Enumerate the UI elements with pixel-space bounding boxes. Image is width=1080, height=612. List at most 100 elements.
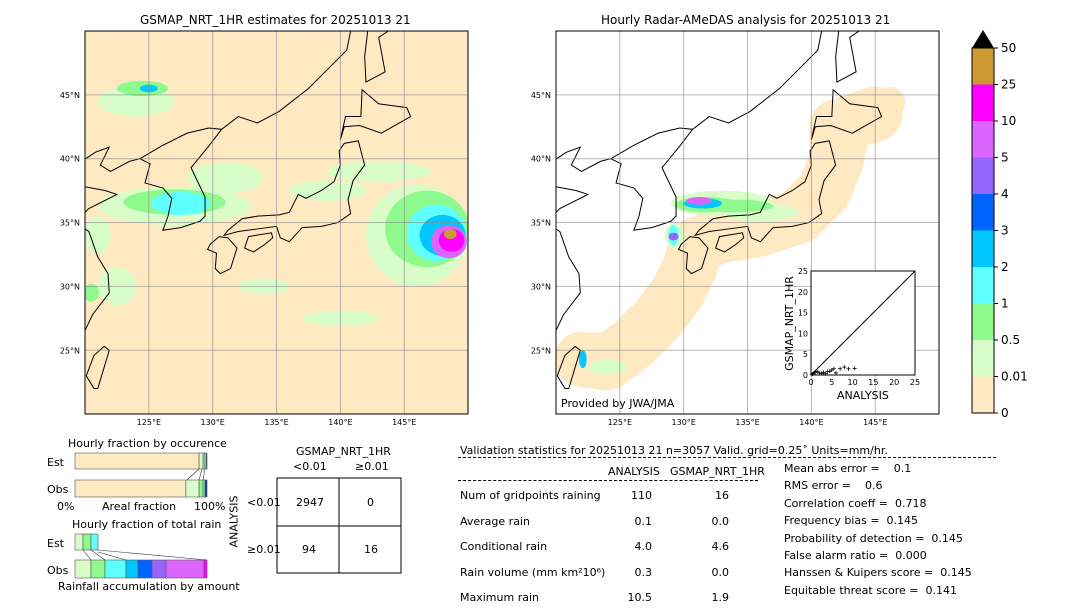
lat-tick-label: 25°N — [531, 346, 551, 355]
total-rain-obs-segment — [74, 559, 92, 579]
radar-coverage — [581, 87, 906, 367]
scatter-ytick: 25 — [798, 267, 808, 276]
coastline-kyushu — [206, 236, 238, 275]
stat-analysis-value: 0.1 — [634, 514, 653, 528]
coastline-kyushu — [677, 236, 709, 275]
coastline-korea — [138, 127, 223, 231]
occurrence-obs-segment — [198, 479, 204, 498]
lat-tick-label: 35°N — [531, 219, 551, 228]
occurrence-est-segment — [206, 452, 208, 470]
total-rain-obs-segment — [203, 559, 208, 579]
lat-tick-label: 35°N — [60, 219, 80, 228]
colorbar-segment — [972, 267, 994, 304]
scatter-point — [846, 366, 851, 371]
colorbar-label: 0 — [1001, 406, 1009, 420]
coastline-honshu — [693, 140, 837, 243]
scatter-point — [827, 369, 832, 374]
stat-gsmap-value: 4.6 — [711, 540, 730, 553]
stat-analysis-value: 110 — [631, 489, 652, 502]
score-line: False alarm ratio = 0.000 — [784, 549, 927, 562]
total-rain-obs-segment — [151, 559, 167, 579]
credit-text: Provided by JWA/JMA — [561, 397, 675, 410]
occurrence-obs-label: Obs — [47, 483, 69, 496]
lon-tick-label: 135°E — [735, 418, 759, 427]
lat-tick-label: 25°N — [60, 346, 80, 355]
scatter-xtick: 20 — [889, 378, 899, 387]
scatter-point — [825, 369, 830, 374]
total-rain-est-label: Est — [47, 537, 64, 550]
rain-area — [151, 191, 211, 215]
total-rain-obs-segment — [104, 559, 127, 579]
colorbar-label: 5 — [1001, 151, 1009, 165]
stat-row-label: Average rain — [460, 514, 530, 528]
colorbar-segment — [972, 230, 994, 267]
score-line: Frequency bias = 0.145 — [784, 514, 919, 528]
occurrence-title: Hourly fraction by occurence — [68, 437, 227, 450]
scatter-point — [823, 371, 828, 376]
coastline-taiwan — [85, 345, 110, 390]
score-line: Equitable threat score = 0.141 — [784, 583, 957, 597]
col-analysis: ANALYSIS — [608, 465, 660, 478]
right-map-title: Hourly Radar-AMeDAS analysis for 2025101… — [601, 13, 891, 27]
stat-row-label: Conditional rain — [460, 540, 548, 553]
coastline-taiwan — [556, 345, 581, 390]
stat-row-label: Maximum rain — [460, 591, 539, 604]
colorbar-segment — [972, 84, 994, 121]
col-gsmap: GSMAP_NRT_1HR — [670, 465, 765, 478]
colorbar-segment — [972, 340, 994, 377]
total-rain-obs-segment — [165, 559, 205, 579]
scatter-point — [821, 370, 826, 375]
lat-tick-label: 30°N — [60, 282, 80, 291]
colorbar-segment — [972, 157, 994, 194]
scatter-ytick: 0 — [803, 371, 808, 380]
lon-tick-label: 130°E — [201, 418, 225, 427]
scatter-point — [813, 370, 818, 375]
contingency-row-header: ≥0.01 — [247, 543, 281, 556]
colorbar-extend-arrow — [972, 30, 994, 48]
scatter-point — [815, 369, 820, 374]
lon-tick-label: 125°E — [608, 418, 632, 427]
contingency-cell: 16 — [364, 543, 378, 556]
total-rain-axis-label: Rainfall accumulation by amount — [58, 580, 240, 593]
contingency-title: GSMAP_NRT_1HR — [296, 445, 391, 458]
rain-area — [686, 197, 712, 205]
total-rain-obs-label: Obs — [47, 564, 69, 577]
scatter-point — [817, 370, 822, 375]
left-map — [85, 31, 468, 414]
stat-row-label: Rain volume (mm km²10⁶) — [460, 565, 606, 579]
score-line: Mean abs error = 0.1 — [784, 462, 912, 475]
coastline-sakhalin — [364, 31, 390, 83]
colorbar-label: 1 — [1001, 297, 1009, 311]
coastline-sakhalin — [835, 31, 861, 83]
scatter-point — [833, 370, 838, 375]
colorbar-segment — [972, 48, 994, 85]
score-line: Correlation coeff = 0.718 — [784, 496, 927, 510]
scatter-point — [819, 371, 824, 376]
stat-gsmap-value: 0.0 — [711, 565, 730, 579]
scatter-point — [831, 366, 836, 371]
scatter-ytick: 20 — [798, 288, 808, 297]
colorbar-label: 2 — [1001, 260, 1009, 274]
coastline-hokkaido — [339, 88, 412, 140]
occurrence-est-segment — [74, 452, 200, 470]
contingency-cell: 0 — [367, 496, 374, 509]
connector-lines — [82, 549, 208, 561]
scatter-xtick: 15 — [868, 378, 878, 387]
total-rain-est-segment — [90, 533, 99, 551]
total-rain-obs-segment — [90, 559, 106, 579]
scatter-xlabel: ANALYSIS — [837, 389, 889, 402]
scatter-xtick: 5 — [829, 378, 834, 387]
scatter-ylabel: GSMAP_NRT_1HR — [782, 276, 796, 371]
rain-area — [578, 350, 587, 369]
rain-area — [327, 161, 430, 182]
colorbar-label: 25 — [1001, 78, 1016, 92]
lon-tick-label: 130°E — [672, 418, 696, 427]
occurrence-axis-label: Areal fraction — [102, 500, 177, 513]
stat-analysis-value: 10.5 — [627, 591, 653, 604]
colorbar-label: 10 — [1001, 114, 1016, 128]
scatter-xtick: 10 — [848, 378, 858, 387]
right-map-frame — [555, 30, 940, 415]
coastline-russia — [692, 31, 823, 130]
total-rain-est-segment — [74, 533, 84, 551]
